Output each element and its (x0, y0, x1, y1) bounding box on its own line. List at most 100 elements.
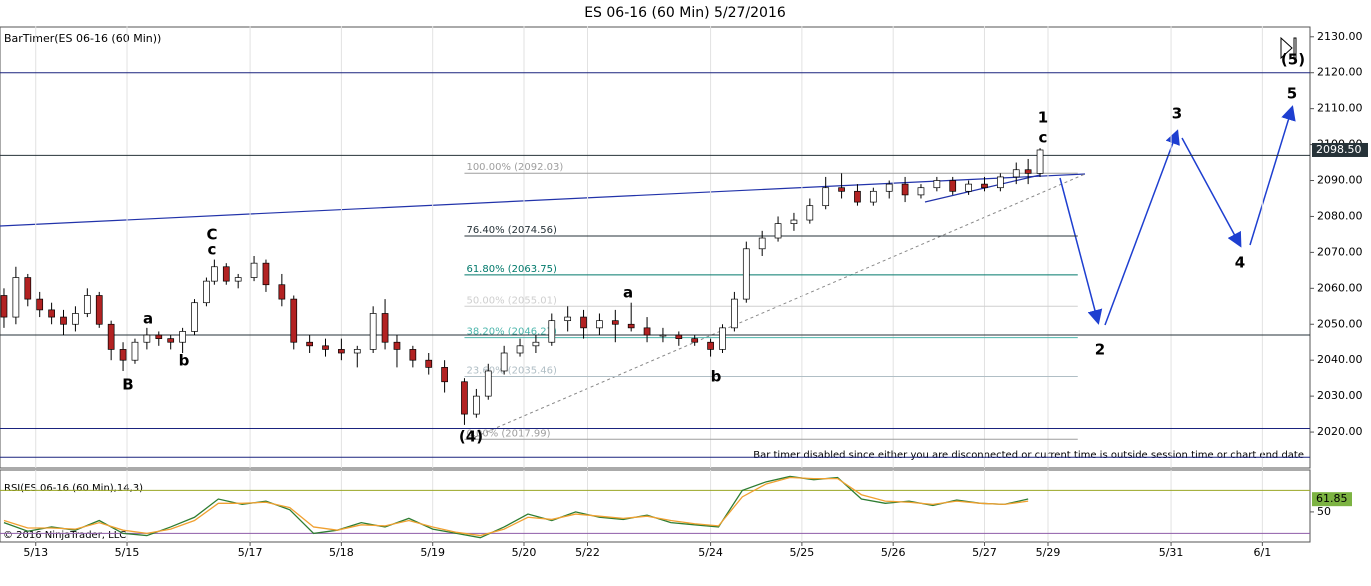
wave-label: c (208, 241, 217, 259)
candle-body (1012, 169, 1020, 178)
candle-body (24, 277, 32, 300)
wave-label: a (143, 310, 153, 328)
candle-body (60, 316, 67, 325)
x-tick-label: 5/22 (575, 546, 600, 559)
candle-body (659, 334, 667, 337)
candle-body (965, 183, 972, 192)
candle-body (838, 187, 845, 192)
candle-body (48, 309, 55, 318)
wave-label: B (122, 376, 133, 394)
trendline (0, 173, 1086, 227)
candle-body (1024, 169, 1032, 174)
candle-body (885, 183, 893, 192)
candle-body (83, 295, 91, 314)
candle-body (409, 349, 417, 361)
candle-body (822, 187, 830, 207)
x-tick-label: 5/18 (329, 546, 354, 559)
x-tick-label: 6/1 (1254, 546, 1272, 559)
trendline (924, 174, 1041, 203)
candle-body (203, 280, 210, 304)
candle-body (981, 183, 988, 189)
candle-body (119, 349, 127, 361)
notice: Bar timer disabled since either you are … (753, 450, 1304, 461)
x-tick-label: 5/13 (23, 546, 48, 559)
y-tick-label: 2030.00 (1317, 389, 1363, 402)
y-tick-label: 2050.00 (1317, 317, 1363, 330)
candle-body (691, 338, 699, 343)
rsi-label: RSI(ES 06-16 (60 Min),14,3) (4, 483, 143, 494)
rsi-last-label: 61.85 (1316, 492, 1348, 505)
fib-label: 38.20% (2046.27) (466, 327, 557, 338)
candle-body (1036, 149, 1044, 174)
candle-body (143, 334, 151, 343)
wave-label: a (623, 284, 633, 302)
rsi-line (3, 476, 1029, 537)
candle-body (774, 223, 782, 239)
candle-body (580, 316, 587, 329)
y-tick-label: 2130.00 (1317, 30, 1363, 43)
candle-body (627, 323, 635, 329)
candle-body (12, 277, 20, 318)
wave-label: b (711, 368, 722, 386)
candle-body (250, 262, 258, 278)
candle-body (516, 345, 524, 354)
rsi-last-box (1312, 492, 1352, 507)
price-panel (0, 26, 1311, 469)
candle-body (532, 341, 540, 347)
candle-body (806, 205, 814, 221)
candle-body (262, 262, 270, 286)
wave-label: b (179, 352, 190, 370)
y-tick-label: 2080.00 (1317, 209, 1363, 222)
candle-body (731, 298, 738, 329)
y-tick-label: 2020.00 (1317, 425, 1363, 438)
y-tick-label: 2120.00 (1317, 66, 1363, 79)
candle-body (997, 176, 1004, 189)
x-tick-label: 5/24 (698, 546, 723, 559)
candle-body (869, 190, 877, 203)
candle-body (393, 341, 401, 350)
projection-arrow (1104, 129, 1180, 326)
candle-body (191, 302, 198, 332)
candle-body (369, 313, 377, 350)
candle-body (131, 341, 139, 361)
candle-body (473, 395, 480, 415)
trendline (474, 173, 1086, 438)
chart-title: ES 06-16 (60 Min) 5/27/2016 (584, 5, 786, 21)
candle-body (707, 341, 714, 350)
candle-body (949, 180, 957, 192)
last-price-label: 2098.50 (1316, 143, 1362, 156)
candle-body (500, 352, 508, 372)
projection-arrow (1249, 105, 1296, 246)
y-tick-label: 2040.00 (1317, 353, 1363, 366)
candle-body (596, 320, 603, 329)
candle-body (933, 180, 941, 189)
candle-body (441, 367, 448, 383)
wave-label: 4 (1235, 254, 1245, 272)
candle-body (790, 219, 798, 224)
candle-body (548, 320, 556, 343)
fib-label: 50.00% (2055.01) (466, 295, 557, 306)
projection-arrow (1059, 177, 1103, 325)
candle-body (234, 277, 242, 282)
projection-arrow (1181, 137, 1242, 248)
fib-label: 76.40% (2074.56) (466, 225, 557, 236)
y-tick-label: 2060.00 (1317, 281, 1363, 294)
candle-body (758, 237, 766, 250)
candle-body (338, 349, 345, 354)
candle-body (643, 327, 651, 336)
candle-body (95, 295, 103, 325)
fib-label: 61.80% (2063.75) (466, 264, 557, 275)
rsi-panel (0, 469, 1311, 543)
y-tick-label: 50 (1317, 505, 1331, 518)
candle-body (719, 327, 726, 350)
candle-body (36, 298, 44, 311)
x-tick-label: 5/31 (1159, 546, 1184, 559)
candle-body (675, 334, 683, 339)
play-icon[interactable] (1280, 36, 1297, 60)
candle-body (353, 349, 361, 354)
x-tick-label: 5/26 (881, 546, 906, 559)
candle-body (461, 381, 468, 415)
copyright: © 2016 NinjaTrader, LLC (3, 530, 126, 541)
wave-label: 5 (1287, 85, 1297, 103)
